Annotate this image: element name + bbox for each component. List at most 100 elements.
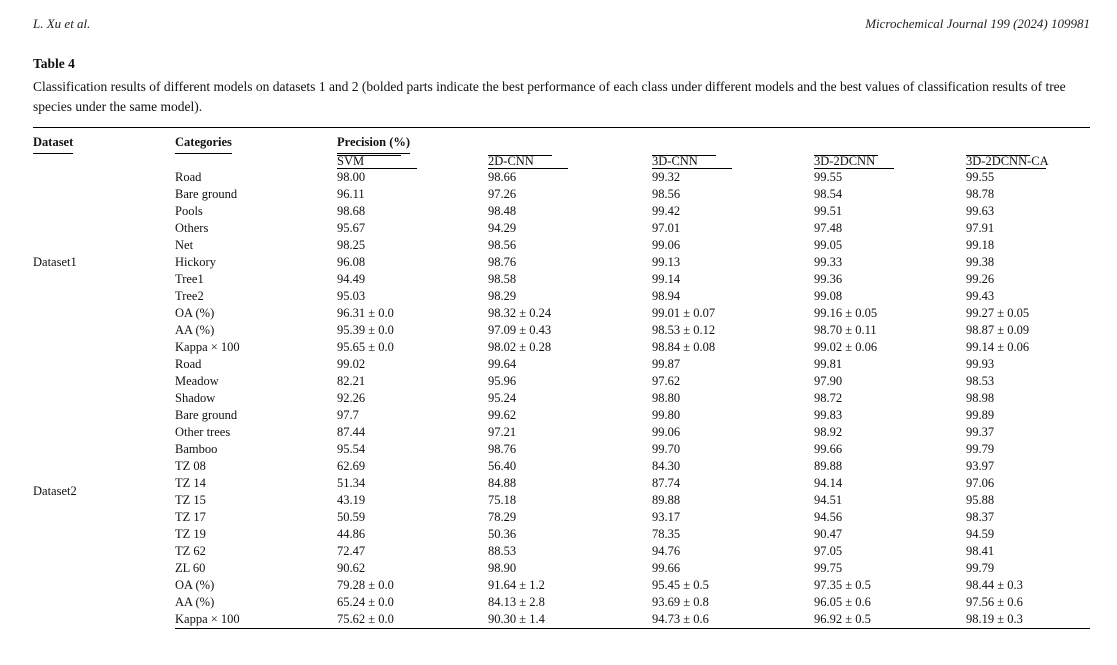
value-cell: 99.06 xyxy=(652,237,681,252)
table-row: Shadow 92.26 95.24 98.80 98.72 98.98 xyxy=(33,390,1090,407)
value-cell: 99.33 xyxy=(814,254,843,269)
value-cell: 98.70 ± 0.11 xyxy=(814,322,877,337)
value-cell: 94.59 xyxy=(966,526,995,541)
value-cell: 98.56 xyxy=(652,186,681,201)
value-cell: 98.90 xyxy=(488,560,517,575)
category-label: Road xyxy=(175,169,202,184)
value-cell: 90.30 ± 1.4 xyxy=(488,610,652,629)
value-cell: 98.53 ± 0.12 xyxy=(652,322,716,337)
category-label: Pools xyxy=(175,203,203,218)
header-row-models: SVM 2D-CNN 3D-CNN 3D-2DCNN 3D-2DCNN-CA xyxy=(33,154,1090,169)
value-cell: 79.28 ± 0.0 xyxy=(337,577,394,592)
category-label: ZL 60 xyxy=(175,560,206,575)
category-label: TZ 14 xyxy=(175,475,206,490)
running-head: L. Xu et al. Microchemical Journal 199 (… xyxy=(33,16,1090,32)
value-cell: 98.68 xyxy=(337,203,366,218)
value-cell: 90.47 xyxy=(814,526,843,541)
value-cell: 89.88 xyxy=(814,458,843,473)
table-row: Dataset2 Road 99.02 99.64 99.87 99.81 99.93 xyxy=(33,356,1090,499)
value-cell: 98.78 xyxy=(966,186,995,201)
value-cell: 89.88 xyxy=(652,492,681,507)
table-row: Bare ground 96.11 97.26 98.56 98.54 98.78 xyxy=(33,186,1090,203)
table-caption: Classification results of different mode… xyxy=(33,79,1066,115)
col-header-categories-label: Categories xyxy=(175,135,232,154)
value-cell: 98.76 xyxy=(488,254,517,269)
value-cell: 99.08 xyxy=(814,288,843,303)
value-cell: 99.32 xyxy=(652,169,681,184)
value-cell: 99.66 xyxy=(652,560,681,575)
header-spacer-dataset xyxy=(33,154,175,169)
value-cell: 98.44 ± 0.3 xyxy=(966,577,1023,592)
value-cell: 78.29 xyxy=(488,509,517,524)
value-cell: 97.21 xyxy=(488,424,517,439)
value-cell: 98.80 xyxy=(652,390,681,405)
table-label: Table 4 xyxy=(33,56,75,71)
value-cell: 95.45 ± 0.5 xyxy=(652,577,709,592)
value-cell: 99.02 ± 0.06 xyxy=(814,339,878,354)
value-cell: 99.93 xyxy=(966,356,995,371)
value-cell: 93.17 xyxy=(652,509,681,524)
value-cell: 95.65 ± 0.0 xyxy=(337,339,394,354)
table-row: ZL 60 90.62 98.90 99.66 99.75 99.79 xyxy=(33,560,1090,577)
table-row: Other trees 87.44 97.21 99.06 98.92 99.37 xyxy=(33,424,1090,441)
value-cell: 99.79 xyxy=(966,560,995,575)
value-cell: 94.76 xyxy=(652,543,681,558)
value-cell: 96.31 ± 0.0 xyxy=(337,305,394,320)
value-cell: 99.63 xyxy=(966,203,995,218)
value-cell: 97.56 ± 0.6 xyxy=(966,594,1023,609)
col-header-model-3d-cnn: 3D-CNN xyxy=(652,154,814,169)
value-cell: 75.18 xyxy=(488,492,517,507)
category-label: Hickory xyxy=(175,254,216,269)
category-label: Kappa × 100 xyxy=(175,339,240,354)
category-label: Meadow xyxy=(175,373,219,388)
value-cell: 98.41 xyxy=(966,543,995,558)
col-header-model-3d-2dcnn: 3D-2DCNN xyxy=(814,154,966,169)
value-cell: 99.06 xyxy=(652,424,681,439)
table-row: AA (%) 95.39 ± 0.0 97.09 ± 0.43 98.53 ± 0.1… xyxy=(33,322,1090,339)
table-row: Kappa × 100 75.62 ± 0.0 90.30 ± 1.4 94.73 ±… xyxy=(33,610,1091,629)
category-label: Tree1 xyxy=(175,271,204,286)
value-cell: 94.73 ± 0.6 xyxy=(652,610,814,629)
value-cell: 95.88 xyxy=(966,492,995,507)
value-cell: 98.37 xyxy=(966,509,995,524)
dataset-label: Dataset2 xyxy=(33,484,77,499)
table-row: TZ 62 72.47 88.53 94.76 97.05 98.41 xyxy=(33,543,1090,560)
value-cell: 65.24 ± 0.0 xyxy=(337,594,394,609)
col-header-precision: Precision (%) xyxy=(337,127,1090,154)
category-label: Bare ground xyxy=(175,186,238,201)
value-cell: 98.25 xyxy=(337,237,366,252)
value-cell: 97.35 ± 0.5 xyxy=(814,577,871,592)
value-cell: 99.36 xyxy=(814,271,843,286)
value-cell: 97.26 xyxy=(488,186,517,201)
value-cell: 97.7 xyxy=(337,407,359,422)
value-cell: 50.36 xyxy=(488,526,517,541)
value-cell: 84.13 ± 2.8 xyxy=(488,594,545,609)
header-spacer-categories xyxy=(175,154,337,169)
category-label: TZ 17 xyxy=(175,509,206,524)
category-label: Other trees xyxy=(175,424,231,439)
value-cell: 95.24 xyxy=(488,390,517,405)
value-cell: 99.13 xyxy=(652,254,681,269)
value-cell: 98.19 ± 0.3 xyxy=(966,610,1091,629)
value-cell: 96.92 ± 0.5 xyxy=(814,610,966,629)
value-cell: 99.79 xyxy=(966,441,995,456)
col-header-dataset: Dataset xyxy=(33,127,175,154)
table-row: TZ 08 62.69 56.40 84.30 89.88 93.97 xyxy=(33,458,1090,475)
category-label: TZ 62 xyxy=(175,543,206,558)
value-cell: 98.66 xyxy=(488,169,517,184)
value-cell: 84.88 xyxy=(488,475,517,490)
category-label: Others xyxy=(175,220,209,235)
value-cell: 95.39 ± 0.0 xyxy=(337,322,394,337)
authors-text: L. Xu et al. xyxy=(33,16,91,31)
table-row: Bamboo 95.54 98.76 99.70 99.66 99.79 xyxy=(33,441,1090,458)
table-row: Tree1 94.49 98.58 99.14 99.36 99.26 xyxy=(33,271,1090,288)
table-row: Dataset1 Road 98.00 98.66 99.32 99.55 99.55 xyxy=(33,169,1090,269)
col-header-precision-label: Precision (%) xyxy=(337,135,411,154)
col-header-categories: Categories xyxy=(175,127,337,154)
value-cell: 97.06 xyxy=(966,475,995,490)
category-label: AA (%) xyxy=(175,594,215,609)
table-row: Tree2 95.03 98.29 98.94 99.08 99.43 xyxy=(33,288,1090,305)
category-label: TZ 19 xyxy=(175,526,206,541)
table-row: TZ 14 51.34 84.88 87.74 94.14 97.06 xyxy=(33,475,1090,492)
value-cell: 99.14 xyxy=(652,271,681,286)
